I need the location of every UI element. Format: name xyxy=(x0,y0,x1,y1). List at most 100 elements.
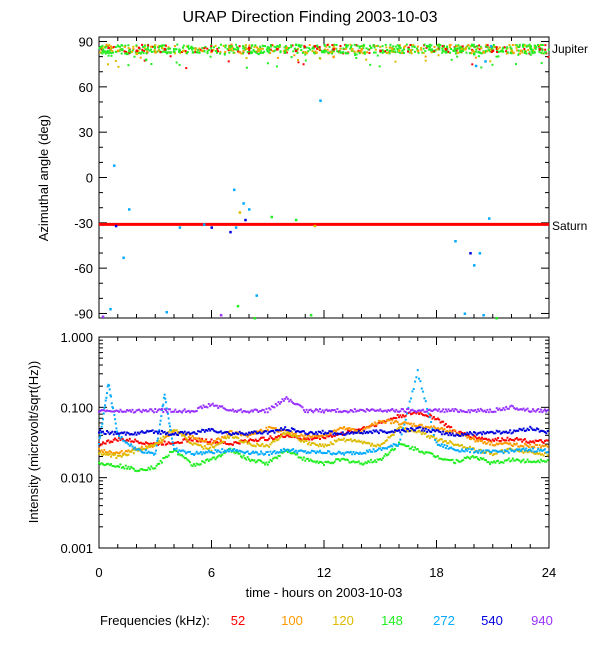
intensity-point-940 xyxy=(442,408,445,411)
intensity-point-940 xyxy=(352,410,355,413)
legend-entry-272: 272 xyxy=(433,613,455,628)
jupiter-band-point xyxy=(259,45,262,48)
intensity-point-272 xyxy=(254,450,257,453)
azimuth-point-120 xyxy=(463,48,467,51)
intensity-point-540 xyxy=(490,430,493,433)
intensity-point-100 xyxy=(343,425,346,428)
jupiter-band-point xyxy=(379,45,382,48)
intensity-point-52 xyxy=(404,414,407,417)
intensity-point-100 xyxy=(282,429,285,432)
intensity-point-100 xyxy=(452,429,455,432)
intensity-point-540 xyxy=(127,432,130,435)
intensity-point-540 xyxy=(182,432,185,435)
intensity-point-148 xyxy=(537,459,540,462)
intensity-point-148 xyxy=(308,459,311,462)
intensity-point-52 xyxy=(478,436,481,439)
intensity-point-272 xyxy=(522,447,525,450)
intensity-point-148 xyxy=(221,453,224,456)
jupiter-band-point xyxy=(148,49,151,52)
intensity-point-148 xyxy=(351,460,354,463)
intensity-point-120 xyxy=(456,443,459,446)
intensity-point-100 xyxy=(415,424,418,427)
jupiter-band-point xyxy=(173,52,176,55)
intensity-point-120 xyxy=(235,436,238,439)
intensity-point-148 xyxy=(139,468,142,471)
intensity-point-148 xyxy=(298,456,301,459)
intensity-point-100 xyxy=(108,450,111,453)
azimuth-point-272 xyxy=(233,188,236,192)
intensity-point-100 xyxy=(329,432,332,435)
jupiter-band-point xyxy=(540,51,543,54)
intensity-point-100 xyxy=(288,433,291,436)
jupiter-band-point xyxy=(532,50,535,53)
intensity-point-100 xyxy=(302,436,305,439)
intensity-point-100 xyxy=(448,429,451,432)
intensity-point-272 xyxy=(156,439,159,442)
jupiter-band-point xyxy=(470,52,473,55)
intensity-point-272 xyxy=(222,451,225,454)
jupiter-band-point xyxy=(304,59,307,62)
azimuth-point-540 xyxy=(244,218,247,222)
intensity-point-52 xyxy=(523,438,526,441)
jupiter-band-point xyxy=(439,44,442,47)
intensity-point-540 xyxy=(215,431,218,434)
intensity-point-52 xyxy=(419,411,422,414)
intensity-point-940 xyxy=(178,409,181,412)
intensity-point-100 xyxy=(167,434,170,437)
intensity-point-940 xyxy=(467,409,470,412)
intensity-point-272 xyxy=(166,412,169,415)
intensity-point-540 xyxy=(541,429,544,432)
intensity-point-120 xyxy=(452,444,455,447)
intensity-point-120 xyxy=(163,436,166,439)
intensity-point-940 xyxy=(243,410,246,413)
intensity-point-148 xyxy=(205,459,208,462)
jupiter-band-point xyxy=(143,59,146,62)
intensity-point-940 xyxy=(341,410,344,413)
jupiter-band-point xyxy=(527,44,530,47)
intensity-point-540 xyxy=(138,432,141,435)
intensity-point-52 xyxy=(439,421,442,424)
intensity-point-940 xyxy=(268,407,271,410)
jupiter-band-point xyxy=(307,50,310,53)
intensity-point-120 xyxy=(365,442,368,445)
intensity-point-120 xyxy=(201,445,204,448)
intensity-point-940 xyxy=(485,411,488,414)
intensity-point-100 xyxy=(353,429,356,432)
jupiter-band-point xyxy=(335,44,338,47)
intensity-point-148 xyxy=(218,454,221,457)
jupiter-band-point xyxy=(530,45,533,48)
intensity-point-540 xyxy=(418,426,421,429)
intensity-point-148 xyxy=(416,448,419,451)
intensity-point-272 xyxy=(503,449,506,452)
intensity-point-272 xyxy=(328,450,331,453)
intensity-point-52 xyxy=(114,437,117,440)
jupiter-band-point xyxy=(321,51,324,54)
jupiter-band-point xyxy=(142,45,145,48)
jupiter-band-point xyxy=(144,48,147,51)
intensity-point-120 xyxy=(229,434,232,437)
intensity-point-120 xyxy=(423,432,426,435)
intensity-point-148 xyxy=(337,458,340,461)
jupiter-band-point xyxy=(521,44,524,47)
intensity-point-272 xyxy=(177,451,180,454)
intensity-point-52 xyxy=(412,411,415,414)
jupiter-band-point xyxy=(358,52,361,55)
intensity-point-52 xyxy=(197,440,200,443)
jupiter-band-point xyxy=(441,47,444,50)
intensity-point-100 xyxy=(277,430,280,433)
jupiter-band-point xyxy=(538,51,541,54)
intensity-point-52 xyxy=(260,436,263,439)
legend-entry-100: 100 xyxy=(281,613,303,628)
intensity-point-272 xyxy=(451,447,454,450)
jupiter-band-point xyxy=(244,48,247,51)
intensity-point-940 xyxy=(357,409,360,412)
intensity-point-148 xyxy=(447,458,450,461)
intensity-point-148 xyxy=(321,462,324,465)
intensity-point-272 xyxy=(120,435,123,438)
intensity-point-940 xyxy=(355,410,358,413)
intensity-point-100 xyxy=(391,419,394,422)
jupiter-band-point xyxy=(212,46,215,49)
intensity-point-540 xyxy=(140,430,143,433)
intensity-point-120 xyxy=(420,433,423,436)
intensity-point-100 xyxy=(241,433,244,436)
